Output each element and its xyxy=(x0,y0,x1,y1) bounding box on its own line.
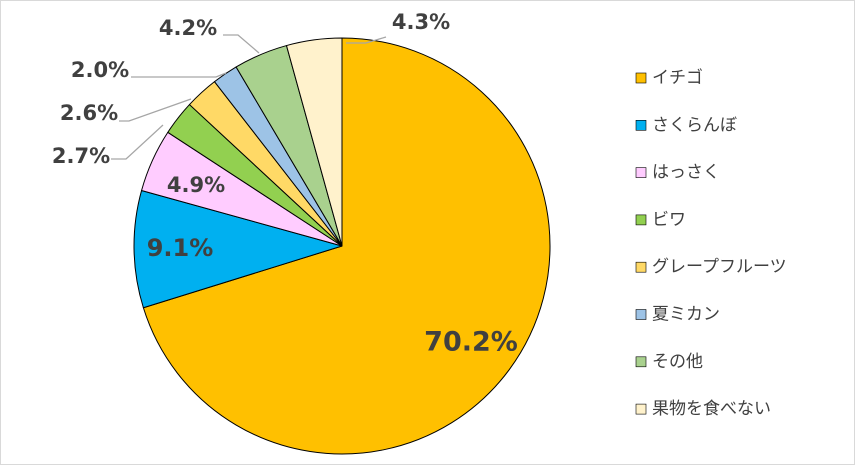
leader-line-6 xyxy=(131,72,227,78)
leader-line-7 xyxy=(223,34,260,54)
pie-slice-2 xyxy=(133,189,343,309)
data-label-2: 9.1% xyxy=(147,234,214,262)
data-label-7: 4.2% xyxy=(159,16,217,40)
pie-slice-8 xyxy=(285,37,343,247)
leader-line-5 xyxy=(119,98,192,122)
legend-label-1: イチゴ xyxy=(652,67,703,88)
legend-label-6: 夏ミカン xyxy=(652,305,720,325)
legend-label-4: ビワ xyxy=(652,210,686,230)
leader-line-4 xyxy=(111,124,164,160)
legend-label-3: はっさく xyxy=(652,163,720,183)
data-label-4: 2.7% xyxy=(52,144,110,168)
legend-swatch-7 xyxy=(635,356,647,368)
legend-swatch-8 xyxy=(635,403,647,415)
legend-swatch-5 xyxy=(635,261,647,273)
data-label-3: 4.9% xyxy=(167,173,225,197)
data-label-1: 70.2% xyxy=(424,327,518,358)
leader-lines xyxy=(111,34,387,160)
data-label-8: 4.3% xyxy=(392,10,450,34)
legend-swatch-6 xyxy=(635,309,647,320)
legend-label-7: その他 xyxy=(652,352,703,372)
legend-label-5: グレープフルーツ xyxy=(652,257,787,277)
legend-swatch-3 xyxy=(635,167,647,178)
legend-label-2: さくらんぼ xyxy=(652,115,737,135)
legend-swatch-2 xyxy=(635,120,647,131)
legend-swatch-1 xyxy=(635,72,647,84)
data-label-6: 2.0% xyxy=(71,58,129,82)
data-label-5: 2.6% xyxy=(60,101,118,125)
pie-slices xyxy=(133,37,551,455)
legend-label-8: 果物を食べない xyxy=(652,399,771,419)
leader-line-8 xyxy=(346,36,387,44)
data-labels: 70.2% 9.1% 4.9% 2.7% 2.6% 2.0% 4.2% 4.3% xyxy=(52,10,518,358)
legend-swatch-4 xyxy=(635,214,647,226)
pie-slice-1 xyxy=(142,37,551,455)
